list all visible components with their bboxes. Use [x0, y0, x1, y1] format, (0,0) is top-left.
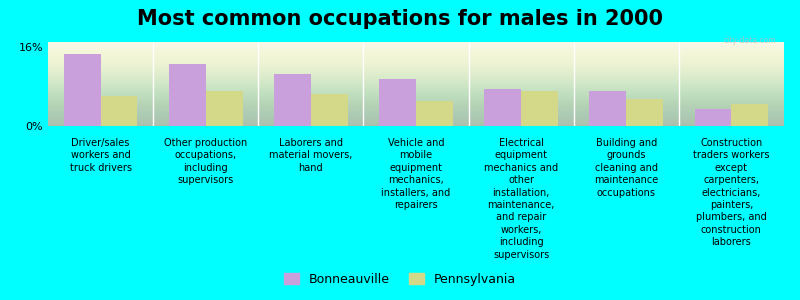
Bar: [169, 64, 206, 126]
Text: Vehicle and
mobile
equipment
mechanics,
installers, and
repairers: Vehicle and mobile equipment mechanics, …: [382, 138, 450, 210]
Legend: Bonneauville, Pennsylvania: Bonneauville, Pennsylvania: [279, 268, 521, 291]
Text: city-data.com: city-data.com: [723, 36, 776, 45]
Bar: [590, 92, 626, 126]
Bar: [101, 96, 138, 126]
Bar: [416, 101, 453, 126]
Bar: [64, 54, 101, 126]
Bar: [521, 92, 558, 126]
Bar: [731, 104, 768, 126]
Text: Other production
occupations,
including
supervisors: Other production occupations, including …: [164, 138, 247, 185]
Text: Driver/sales
workers and
truck drivers: Driver/sales workers and truck drivers: [70, 138, 131, 173]
Text: Most common occupations for males in 2000: Most common occupations for males in 200…: [137, 9, 663, 29]
Bar: [626, 99, 663, 126]
Text: Construction
traders workers
except
carpenters,
electricians,
painters,
plumbers: Construction traders workers except carp…: [693, 138, 770, 247]
Bar: [311, 94, 348, 126]
Bar: [274, 74, 311, 126]
Bar: [379, 79, 416, 126]
Text: Building and
grounds
cleaning and
maintenance
occupations: Building and grounds cleaning and mainte…: [594, 138, 658, 198]
Bar: [206, 92, 242, 126]
Text: Electrical
equipment
mechanics and
other
installation,
maintenance,
and repair
w: Electrical equipment mechanics and other…: [484, 138, 558, 260]
Text: Laborers and
material movers,
hand: Laborers and material movers, hand: [269, 138, 353, 173]
Bar: [694, 109, 731, 126]
Bar: [484, 89, 521, 126]
